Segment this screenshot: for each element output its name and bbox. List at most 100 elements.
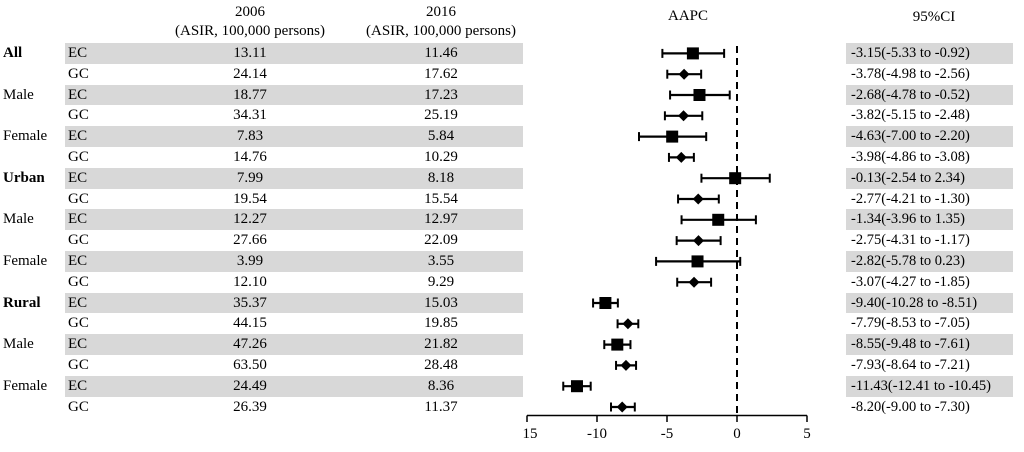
group-label: Female bbox=[3, 377, 48, 394]
ci-value: -7.93(-8.64 to -7.21) bbox=[851, 357, 970, 373]
group-label: Male bbox=[3, 336, 34, 353]
value-2016: 11.37 bbox=[424, 398, 458, 415]
value-2006: 7.83 bbox=[236, 128, 264, 145]
subgroup-label: EC bbox=[68, 169, 88, 186]
row-stripe-table bbox=[65, 292, 523, 314]
subgroup-label: EC bbox=[68, 211, 88, 228]
group-label: Urban bbox=[3, 169, 45, 186]
aapc-marker-square bbox=[693, 89, 706, 101]
ci-value: -8.55(-9.48 to -7.61) bbox=[851, 336, 970, 353]
value-2016: 15.54 bbox=[424, 190, 458, 207]
value-2006: 35.37 bbox=[233, 294, 267, 311]
group-label bbox=[3, 147, 63, 168]
subgroup-label: GC bbox=[68, 107, 89, 124]
ci-value: -3.07(-4.27 to -1.85) bbox=[851, 273, 970, 290]
value-2006: 14.76 bbox=[233, 149, 267, 165]
row-stripe-table bbox=[65, 209, 523, 231]
value-2006: 44.15 bbox=[233, 315, 267, 332]
subgroup-label: GC bbox=[68, 273, 89, 290]
value-2006: 3.99 bbox=[236, 253, 264, 269]
subgroup-label: EC bbox=[68, 336, 88, 353]
column-header-2016-unit: (ASIR, 100,000 persons) bbox=[366, 23, 516, 39]
subgroup-label: EC bbox=[68, 128, 88, 145]
value-2006: 12.10 bbox=[233, 273, 267, 290]
subgroup-label: GC bbox=[68, 190, 89, 207]
value-2016: 17.23 bbox=[424, 86, 458, 103]
subgroup-label: GC bbox=[68, 398, 89, 415]
value-2016: 21.82 bbox=[424, 336, 458, 353]
ci-value: -9.40(-10.28 to -8.51) bbox=[851, 294, 978, 311]
row-stripe-ci bbox=[846, 43, 1013, 64]
ci-value: -2.68(-4.78 to -0.52) bbox=[851, 86, 970, 103]
value-2006: 26.39 bbox=[233, 398, 267, 415]
group-label: Female bbox=[3, 128, 48, 145]
aapc-marker-square bbox=[686, 47, 699, 60]
ci-value: -4.63(-7.00 to -2.20) bbox=[851, 128, 970, 145]
value-2016: 15.03 bbox=[424, 294, 458, 311]
group-label: Female bbox=[3, 253, 48, 269]
value-2016: 11.46 bbox=[424, 45, 458, 61]
aapc-marker-diamond bbox=[616, 401, 628, 413]
value-2016: 5.84 bbox=[427, 128, 455, 145]
row-stripe-ci bbox=[846, 292, 1013, 314]
group-label: Rural bbox=[3, 294, 41, 311]
group-label bbox=[3, 64, 63, 85]
subgroup-label: EC bbox=[68, 377, 88, 394]
column-header-2006-year: 2006 bbox=[235, 4, 265, 20]
row-stripe-table bbox=[65, 43, 523, 64]
aapc-marker-square bbox=[691, 255, 704, 268]
subgroup-label: GC bbox=[68, 315, 89, 332]
group-label bbox=[3, 230, 63, 251]
ci-value: -7.79(-8.53 to -7.05) bbox=[851, 315, 970, 332]
ci-value: -2.75(-4.31 to -1.17) bbox=[851, 232, 970, 249]
aapc-marker-diamond bbox=[678, 110, 690, 122]
group-label bbox=[3, 272, 63, 293]
value-2006: 63.50 bbox=[233, 357, 267, 373]
ci-value: -3.98(-4.86 to -3.08) bbox=[851, 149, 970, 165]
value-2006: 47.26 bbox=[233, 336, 267, 353]
subgroup-label: GC bbox=[68, 232, 89, 249]
value-2016: 10.29 bbox=[424, 149, 458, 165]
aapc-marker-diamond bbox=[620, 359, 632, 371]
group-label bbox=[3, 105, 63, 126]
subgroup-label: GC bbox=[68, 149, 89, 165]
column-header-2006-unit: (ASIR, 100,000 persons) bbox=[175, 23, 325, 39]
value-2006: 7.99 bbox=[236, 169, 264, 186]
column-header-2016-year: 2016 bbox=[426, 4, 456, 20]
value-2016: 28.48 bbox=[424, 357, 458, 373]
aapc-marker-diamond bbox=[688, 276, 700, 288]
value-2016: 12.97 bbox=[424, 211, 458, 228]
subgroup-label: EC bbox=[68, 45, 88, 61]
row-stripe-table bbox=[65, 251, 523, 272]
x-axis-tick-label: -10 bbox=[587, 426, 607, 442]
row-stripe-ci bbox=[846, 209, 1013, 231]
column-header-2016: 2016 (ASIR, 100,000 persons) bbox=[341, 3, 541, 41]
forest-plot: 15 -10 -5 0 5 bbox=[523, 46, 811, 442]
value-2006: 12.27 bbox=[233, 211, 267, 228]
value-2016: 22.09 bbox=[424, 232, 458, 249]
group-label: All bbox=[3, 45, 23, 61]
ci-value: -11.43(-12.41 to -10.45) bbox=[851, 377, 992, 394]
x-axis-tick-label: 0 bbox=[733, 426, 741, 442]
ci-value: -8.20(-9.00 to -7.30) bbox=[851, 398, 970, 415]
aapc-marker-square bbox=[611, 338, 624, 351]
row-stripe-ci bbox=[846, 334, 1013, 355]
value-2006: 24.49 bbox=[233, 377, 267, 394]
subgroup-label: GC bbox=[68, 357, 89, 373]
value-2016: 17.62 bbox=[424, 65, 458, 82]
x-axis-tick-label: 15 bbox=[523, 426, 538, 442]
group-label bbox=[3, 189, 63, 210]
ci-value: -0.13(-2.54 to 2.34) bbox=[851, 169, 965, 186]
ci-value: -2.82(-5.78 to 0.23) bbox=[851, 253, 965, 269]
value-2006: 34.31 bbox=[233, 107, 267, 124]
aapc-marker-square bbox=[599, 297, 612, 309]
row-stripe-ci bbox=[846, 251, 1013, 272]
ci-value: -3.82(-5.15 to -2.48) bbox=[851, 107, 970, 124]
value-2016: 9.29 bbox=[427, 273, 455, 290]
aapc-marker-diamond bbox=[678, 68, 690, 80]
value-2006: 19.54 bbox=[233, 190, 267, 207]
value-2016: 3.55 bbox=[427, 253, 455, 269]
subgroup-label: EC bbox=[68, 253, 88, 269]
x-axis-tick-label: 5 bbox=[803, 426, 811, 442]
group-label: Male bbox=[3, 86, 34, 103]
